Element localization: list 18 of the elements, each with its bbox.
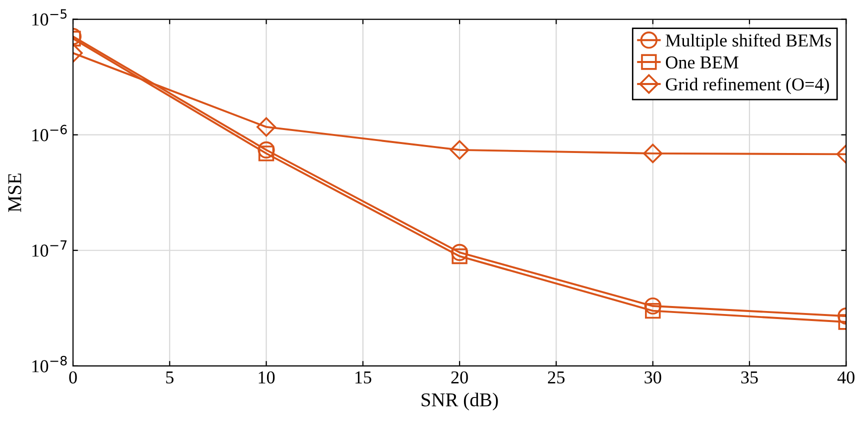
x-tick-label: 10 xyxy=(258,371,275,384)
legend-label: Multiple shifted BEMs xyxy=(666,34,832,50)
y-tick-label: 10$^{−6}$ xyxy=(32,124,67,142)
x-tick-label: 0 xyxy=(69,371,77,384)
y-tick-label: 10$^{−8}$ xyxy=(32,356,67,372)
y-tick-label: 10$^{−7}$ xyxy=(32,240,67,257)
x-tick-label: 40 xyxy=(837,371,854,384)
legend-label: Grid refinement (O=4) xyxy=(666,78,829,94)
legend-label: One BEM xyxy=(666,56,738,68)
y-tick-label: 10$^{−5}$ xyxy=(32,9,67,26)
x-tick-label: 35 xyxy=(741,371,758,384)
x-tick-label: 15 xyxy=(355,371,372,384)
x-tick-label: 5 xyxy=(166,372,174,384)
x-tick-label: 25 xyxy=(548,371,565,384)
x-tick-label: 30 xyxy=(644,371,662,384)
x-axis-title: SNR (dB) xyxy=(422,392,498,410)
x-tick-label: 20 xyxy=(451,371,468,384)
y-axis-title: MSE xyxy=(8,174,22,212)
